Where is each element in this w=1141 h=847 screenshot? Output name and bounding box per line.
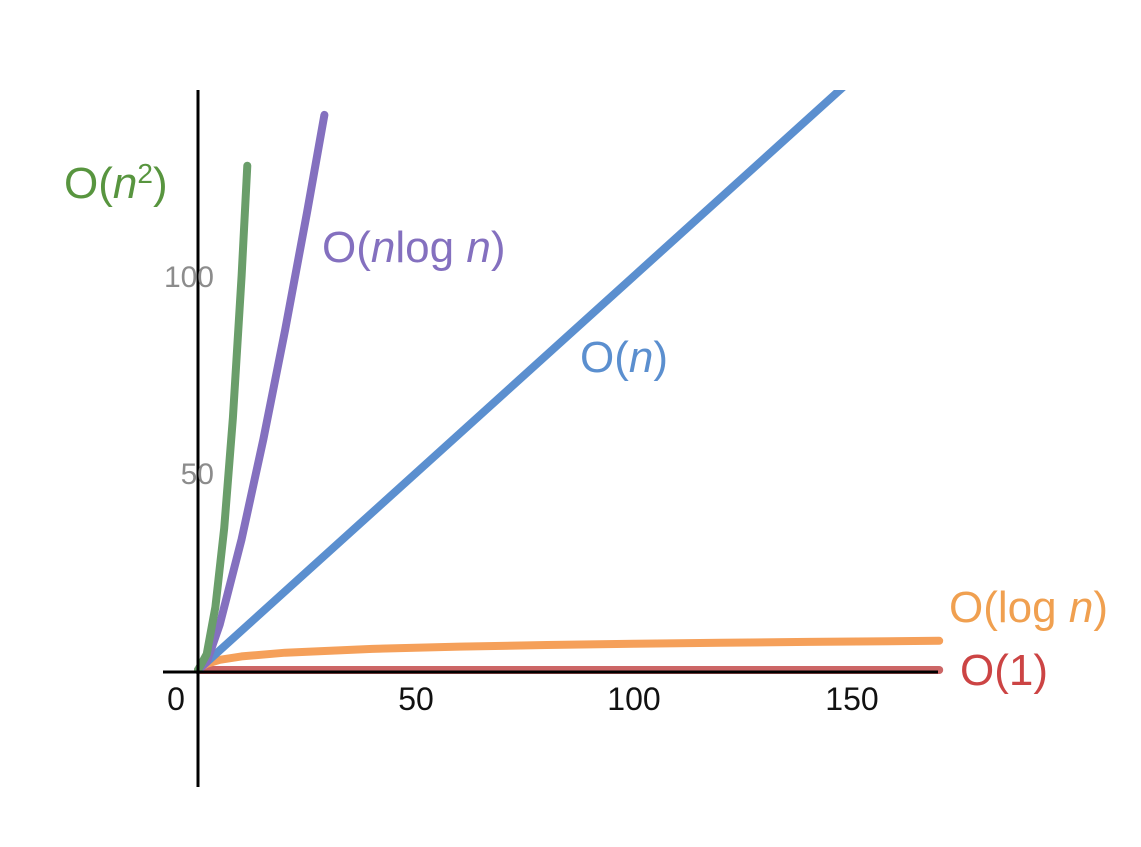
- series-label-logn: O(log n): [949, 583, 1108, 632]
- x-tick-label: 150: [825, 681, 878, 717]
- series-layer: [194, 90, 944, 674]
- y-tick-label: 100: [164, 261, 214, 294]
- y-tick-label: 50: [181, 458, 214, 491]
- x-tick-label: 50: [398, 681, 434, 717]
- series-line-n: [194, 90, 846, 674]
- series-line-logn: [194, 636, 944, 674]
- x-tick-label: 0: [167, 681, 185, 717]
- series-line-n2: [194, 161, 252, 674]
- series-label-n: O(n): [580, 333, 668, 382]
- series-label-n2: O(n2): [64, 158, 168, 209]
- series-label-nlogn: O(nlog n): [322, 223, 505, 272]
- tick-layer: 0 50 100 150 50 100: [164, 261, 879, 717]
- label-layer: O(n2) O(nlog n) O(n) O(log n) O(1): [64, 158, 1108, 696]
- x-tick-label: 100: [607, 681, 660, 717]
- series-label-1: O(1): [960, 646, 1048, 695]
